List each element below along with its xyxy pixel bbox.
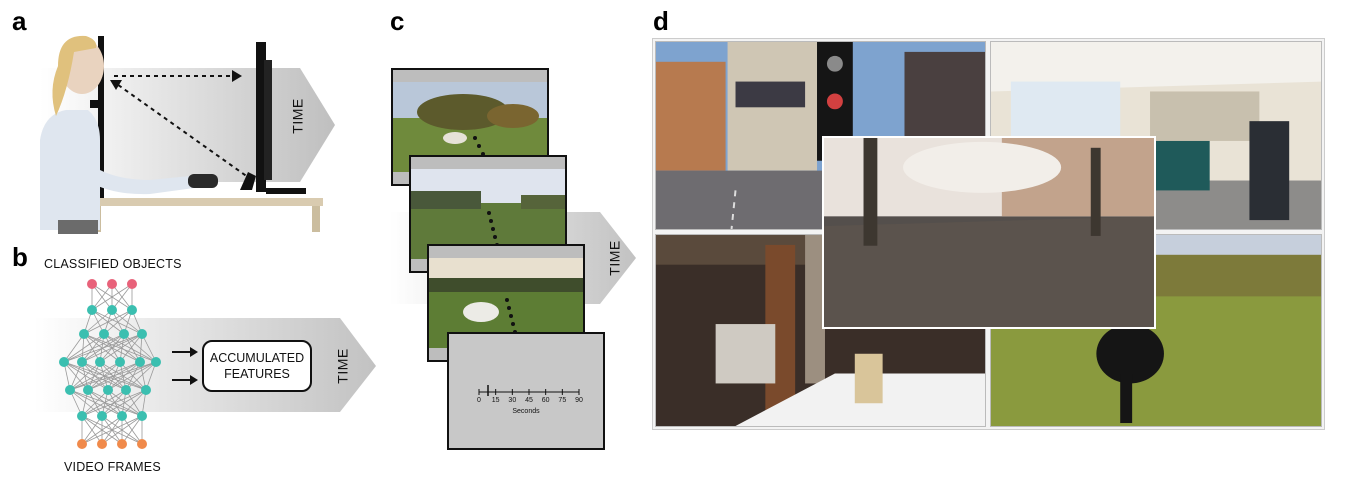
photo-park-centre bbox=[822, 136, 1156, 329]
monitor bbox=[256, 42, 266, 192]
person-torso bbox=[40, 110, 100, 230]
time-label-a: TIME bbox=[289, 98, 306, 134]
cow-figure bbox=[443, 132, 467, 144]
person-hand bbox=[188, 174, 218, 188]
classified-objects-label: CLASSIFIED OBJECTS bbox=[44, 257, 182, 271]
box-label-line1: ACCUMULATED bbox=[209, 351, 305, 365]
panel-label-d: d bbox=[653, 6, 669, 36]
panel-label-a: a bbox=[12, 6, 27, 36]
hidden-node bbox=[103, 385, 113, 395]
hidden-node bbox=[97, 411, 107, 421]
accumulated-features-box: ACCUMULATED FEATURES bbox=[202, 340, 312, 392]
hidden-node bbox=[119, 329, 129, 339]
arrow-head-lower bbox=[190, 375, 198, 385]
hidden-node bbox=[65, 385, 75, 395]
photo-field-with-cow bbox=[990, 234, 1322, 427]
eye-tracker bbox=[240, 172, 256, 190]
person-hair bbox=[52, 35, 97, 116]
hidden-node bbox=[137, 329, 147, 339]
timeline-tick-label: 60 bbox=[541, 397, 550, 404]
hidden-node bbox=[127, 305, 137, 315]
panel-label-c: c bbox=[390, 6, 405, 36]
subject-viewing-monitor-illustration bbox=[40, 35, 335, 234]
hidden-node bbox=[107, 305, 117, 315]
hidden-node bbox=[135, 357, 145, 367]
timeline-tick-label: 0 bbox=[477, 397, 481, 404]
hidden-node bbox=[95, 357, 105, 367]
hidden-node bbox=[77, 357, 87, 367]
cow-figure bbox=[463, 302, 499, 322]
timeline-tick-label: 30 bbox=[508, 397, 517, 404]
timeline-tick-label: 75 bbox=[558, 397, 567, 404]
chinrest-pole bbox=[98, 36, 104, 198]
time-label-c: TIME bbox=[606, 240, 623, 276]
hidden-node bbox=[115, 357, 125, 367]
timeline-tick-label: 90 bbox=[575, 397, 583, 404]
photo-cafe-interior bbox=[655, 234, 986, 427]
hidden-node bbox=[121, 385, 131, 395]
hidden-node bbox=[117, 411, 127, 421]
input-node bbox=[97, 439, 107, 449]
hidden-node bbox=[141, 385, 151, 395]
hidden-node bbox=[99, 329, 109, 339]
time-label-b: TIME bbox=[334, 348, 351, 384]
arrow-head-upper bbox=[190, 347, 198, 357]
panel-label-b: b bbox=[12, 242, 28, 272]
hidden-node bbox=[83, 385, 93, 395]
timeline-tick-label: 15 bbox=[491, 397, 500, 404]
hidden-node bbox=[79, 329, 89, 339]
timeline-tick-label: 45 bbox=[525, 397, 533, 404]
hidden-node bbox=[87, 305, 97, 315]
video-frames-label: VIDEO FRAMES bbox=[64, 460, 161, 474]
input-node bbox=[137, 439, 147, 449]
hidden-node bbox=[77, 411, 87, 421]
desk bbox=[95, 198, 323, 206]
output-node bbox=[107, 279, 117, 289]
output-node bbox=[87, 279, 97, 289]
black-cow-figure bbox=[1096, 324, 1164, 384]
output-node bbox=[127, 279, 137, 289]
timeline-axis-label: Seconds bbox=[512, 408, 540, 415]
timeline-axis bbox=[478, 385, 580, 396]
hidden-node bbox=[59, 357, 69, 367]
hidden-node bbox=[137, 411, 147, 421]
hidden-node bbox=[151, 357, 161, 367]
input-node bbox=[117, 439, 127, 449]
box-label-line2: FEATURES bbox=[224, 367, 290, 381]
timeline-frame: 0 15 30 45 60 75 90 Seconds bbox=[447, 332, 605, 450]
input-node bbox=[77, 439, 87, 449]
